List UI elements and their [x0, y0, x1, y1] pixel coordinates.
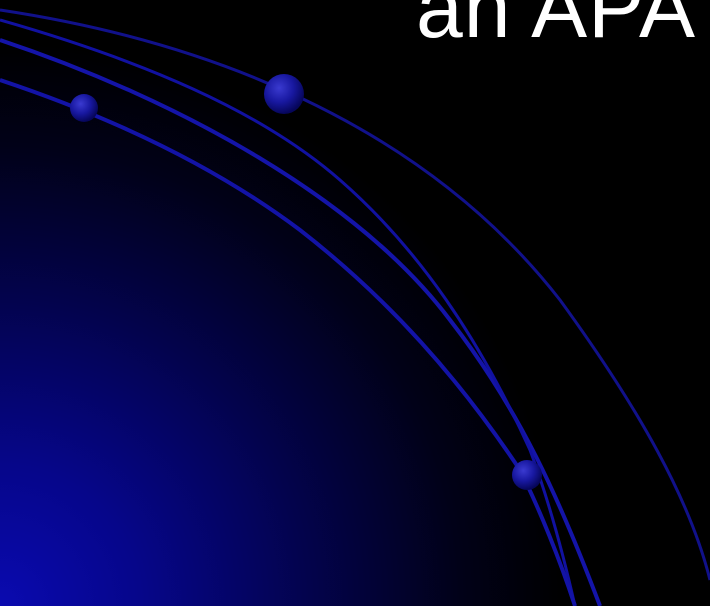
- orbit-arc-outer: [0, 8, 710, 581]
- orbit-arc-inner: [0, 78, 577, 606]
- orb-large: [264, 74, 304, 114]
- orbit-arc-middle: [0, 38, 602, 606]
- orb-small-right: [512, 460, 542, 490]
- slide-title: an APA: [416, 0, 696, 55]
- orb-small-left: [70, 94, 98, 122]
- orbit-arc-upper: [0, 18, 577, 606]
